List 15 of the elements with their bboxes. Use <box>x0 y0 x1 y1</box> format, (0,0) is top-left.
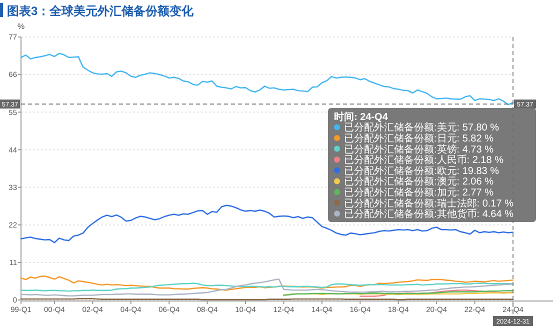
legend-title: 时间: 24-Q4 <box>334 110 388 123</box>
legend-label: 已分配外汇储备份额:瑞士法郎: 0.17 % <box>344 197 514 210</box>
legend-label: 已分配外汇储备份额:日元: 5.82 % <box>344 132 494 144</box>
legend-label: 已分配外汇储备份额:其他货币: 4.64 % <box>344 208 514 220</box>
legend-label: 已分配外汇储备份额:加元: 2.77 % <box>344 186 494 198</box>
legend-label: 已分配外汇储备份额:澳元: 2.06 % <box>344 176 494 188</box>
y-axis-title: % <box>17 22 25 31</box>
legend-label: 已分配外汇储备份额:欧元: 19.83 % <box>344 164 500 177</box>
legend-label: 已分配外汇储备份额:美元: 57.80 % <box>344 122 500 134</box>
legend-label: 已分配外汇储备份额:人民币: 2.18 % <box>344 154 504 166</box>
line-series <box>20 282 514 292</box>
line-series <box>20 275 514 291</box>
chart-title: 图表3：全球美元外汇储备份额变化 <box>7 4 195 18</box>
line-series <box>20 278 514 297</box>
legend-label: 已分配外汇储备份额:英镑: 4.73 % <box>344 143 494 156</box>
